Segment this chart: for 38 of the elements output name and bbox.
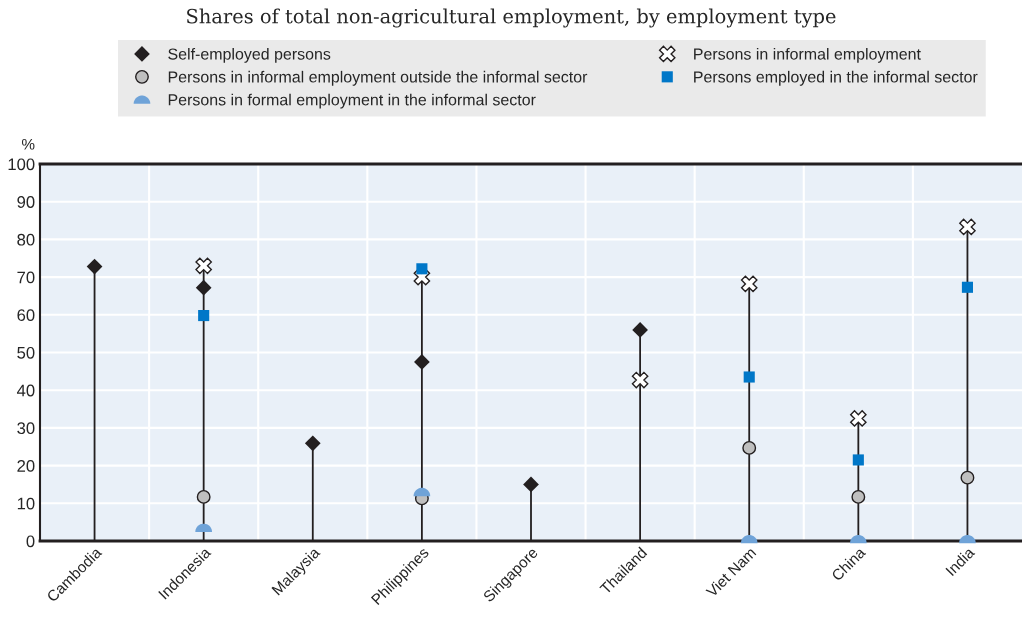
point bbox=[960, 470, 975, 485]
point bbox=[414, 354, 430, 370]
point bbox=[852, 454, 864, 466]
y-tick-label: 30 bbox=[17, 422, 35, 435]
y-tick-label: 10 bbox=[17, 497, 35, 510]
point bbox=[632, 322, 648, 338]
point bbox=[416, 263, 428, 275]
legend-label: Persons in informal employment outside the informal sector bbox=[168, 70, 588, 86]
point bbox=[196, 489, 211, 504]
point bbox=[851, 489, 866, 504]
point bbox=[523, 476, 539, 493]
y-tick-label: 70 bbox=[17, 271, 35, 284]
legend-label: Persons employed in the informal sector bbox=[694, 70, 978, 86]
y-tick-label: 80 bbox=[17, 233, 35, 246]
y-tick-label: 90 bbox=[17, 196, 35, 208]
legend-label: Self-employed persons bbox=[168, 47, 331, 63]
point bbox=[849, 410, 867, 427]
point bbox=[742, 440, 757, 455]
y-axis-title: % bbox=[21, 138, 35, 150]
point bbox=[86, 258, 103, 275]
y-tick-label: 60 bbox=[17, 309, 35, 321]
point bbox=[198, 310, 210, 322]
point bbox=[195, 257, 213, 275]
point bbox=[959, 218, 976, 236]
y-tick-label: 20 bbox=[17, 460, 35, 472]
point bbox=[743, 371, 755, 383]
legend-label: Persons in informal employment bbox=[694, 47, 921, 63]
y-tick-label: 40 bbox=[16, 384, 35, 397]
y-tick-label: 100 bbox=[8, 158, 35, 171]
point bbox=[304, 435, 321, 452]
point bbox=[631, 371, 649, 389]
point bbox=[740, 275, 758, 293]
y-tick-label: 50 bbox=[17, 346, 35, 359]
chart-subtitle: Shares of total non-agricultural employment, by employment type bbox=[187, 8, 836, 28]
point bbox=[961, 281, 973, 293]
y-tick-label: 0 bbox=[26, 535, 35, 548]
point bbox=[195, 279, 212, 296]
legend-label: Persons in formal employment in the informal sector bbox=[168, 93, 536, 109]
